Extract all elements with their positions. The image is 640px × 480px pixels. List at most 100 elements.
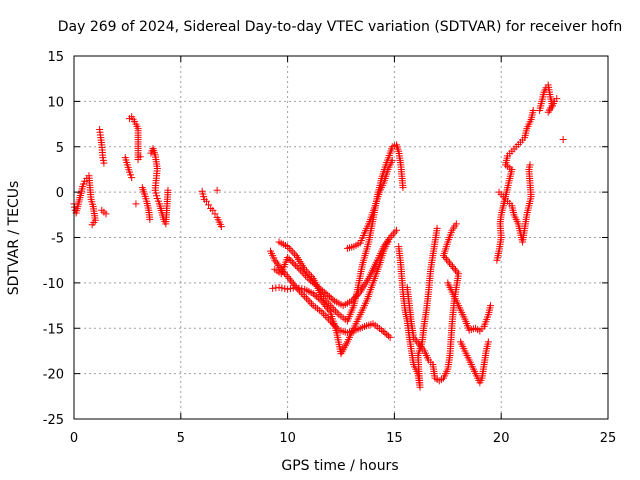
y-tick-label: 5 (56, 141, 64, 156)
y-tick-label: -20 (43, 368, 64, 383)
data-point (321, 312, 329, 320)
data-point (381, 329, 389, 337)
series-sat-l (403, 220, 462, 385)
data-point (292, 261, 300, 269)
series-sat-a (70, 172, 99, 229)
data-point (296, 287, 304, 295)
data-point (213, 186, 221, 194)
data-point (284, 273, 292, 281)
y-tick-label: 0 (56, 186, 64, 201)
data-point (288, 258, 296, 266)
data-point (278, 284, 286, 292)
data-point (292, 283, 300, 291)
data-point (322, 290, 330, 298)
data-point (384, 237, 392, 245)
data-point (276, 263, 284, 271)
data-point (100, 159, 108, 167)
data-point (275, 283, 283, 291)
data-point (306, 271, 314, 279)
data-point (451, 266, 459, 274)
y-tick-label: 15 (47, 50, 64, 65)
data-point (136, 153, 144, 161)
data-point (526, 161, 534, 169)
data-point (454, 270, 462, 278)
data-point (296, 266, 304, 274)
series-sat-d (138, 145, 172, 228)
data-point (331, 307, 339, 315)
data-point (443, 255, 451, 263)
y-tick-label: 10 (47, 95, 64, 110)
data-point (306, 298, 314, 306)
data-point (275, 262, 283, 270)
data-point (301, 292, 309, 300)
series-sat-i (275, 141, 407, 325)
data-point (381, 241, 389, 249)
data-point (441, 253, 449, 261)
data-point (383, 330, 391, 338)
data-point (399, 184, 407, 192)
data-point (290, 260, 298, 268)
data-point (487, 302, 495, 310)
data-point (209, 206, 217, 214)
plot-frame (73, 55, 609, 420)
x-tick-label: 0 (70, 431, 78, 446)
data-point (284, 253, 292, 261)
data-point (385, 235, 393, 243)
data-point (289, 248, 297, 256)
data-point (484, 338, 492, 346)
data-point (132, 200, 140, 208)
data-point (286, 285, 294, 293)
axis-ticks: 0 5 10 15 20 25 -25 -20 -15 -10 -5 0 5 10 15 (43, 50, 617, 446)
data-point (290, 250, 298, 258)
data-point (285, 274, 293, 282)
data-point (299, 291, 307, 299)
data-point (311, 291, 319, 299)
data-point (329, 296, 337, 304)
series-sat-k (395, 224, 441, 391)
data-point (323, 313, 331, 321)
data-point (325, 293, 333, 301)
data-point (446, 259, 454, 267)
series-sat-n (493, 106, 537, 264)
data-point (286, 276, 294, 284)
data-point (379, 328, 387, 336)
data-point (447, 261, 455, 269)
data-point (318, 292, 326, 300)
data-point (330, 305, 338, 313)
x-axis-label: GPS time / hours (281, 458, 398, 474)
data-point (448, 263, 456, 271)
data-point (553, 95, 561, 103)
data-point (284, 285, 292, 293)
data-point (288, 278, 296, 286)
y-tick-label: -5 (51, 232, 64, 247)
data-point (323, 298, 331, 306)
data-point (452, 220, 460, 228)
x-tick-label: 5 (177, 431, 185, 446)
series-sat-b (96, 126, 110, 218)
data-point (308, 273, 316, 281)
y-tick-label: -25 (43, 413, 64, 428)
data-point (444, 257, 452, 265)
data-point (529, 106, 537, 114)
data-point (282, 271, 290, 279)
data-point (295, 284, 303, 292)
series-sat-o (495, 161, 535, 246)
data-point (386, 333, 394, 341)
data-point (391, 228, 399, 236)
data-point (164, 186, 172, 194)
data-point (304, 296, 312, 304)
data-point (294, 285, 302, 293)
series-sat-c (121, 113, 144, 208)
x-tick-label: 20 (493, 431, 510, 446)
data-point (287, 257, 295, 265)
data-point (328, 319, 336, 327)
data-point (301, 265, 309, 273)
data-point (88, 221, 96, 229)
data-point (453, 268, 461, 276)
data-point (382, 239, 390, 247)
data-point (386, 234, 394, 241)
data-point (388, 156, 396, 164)
series-sat-h (271, 226, 401, 310)
data-point (217, 223, 225, 231)
